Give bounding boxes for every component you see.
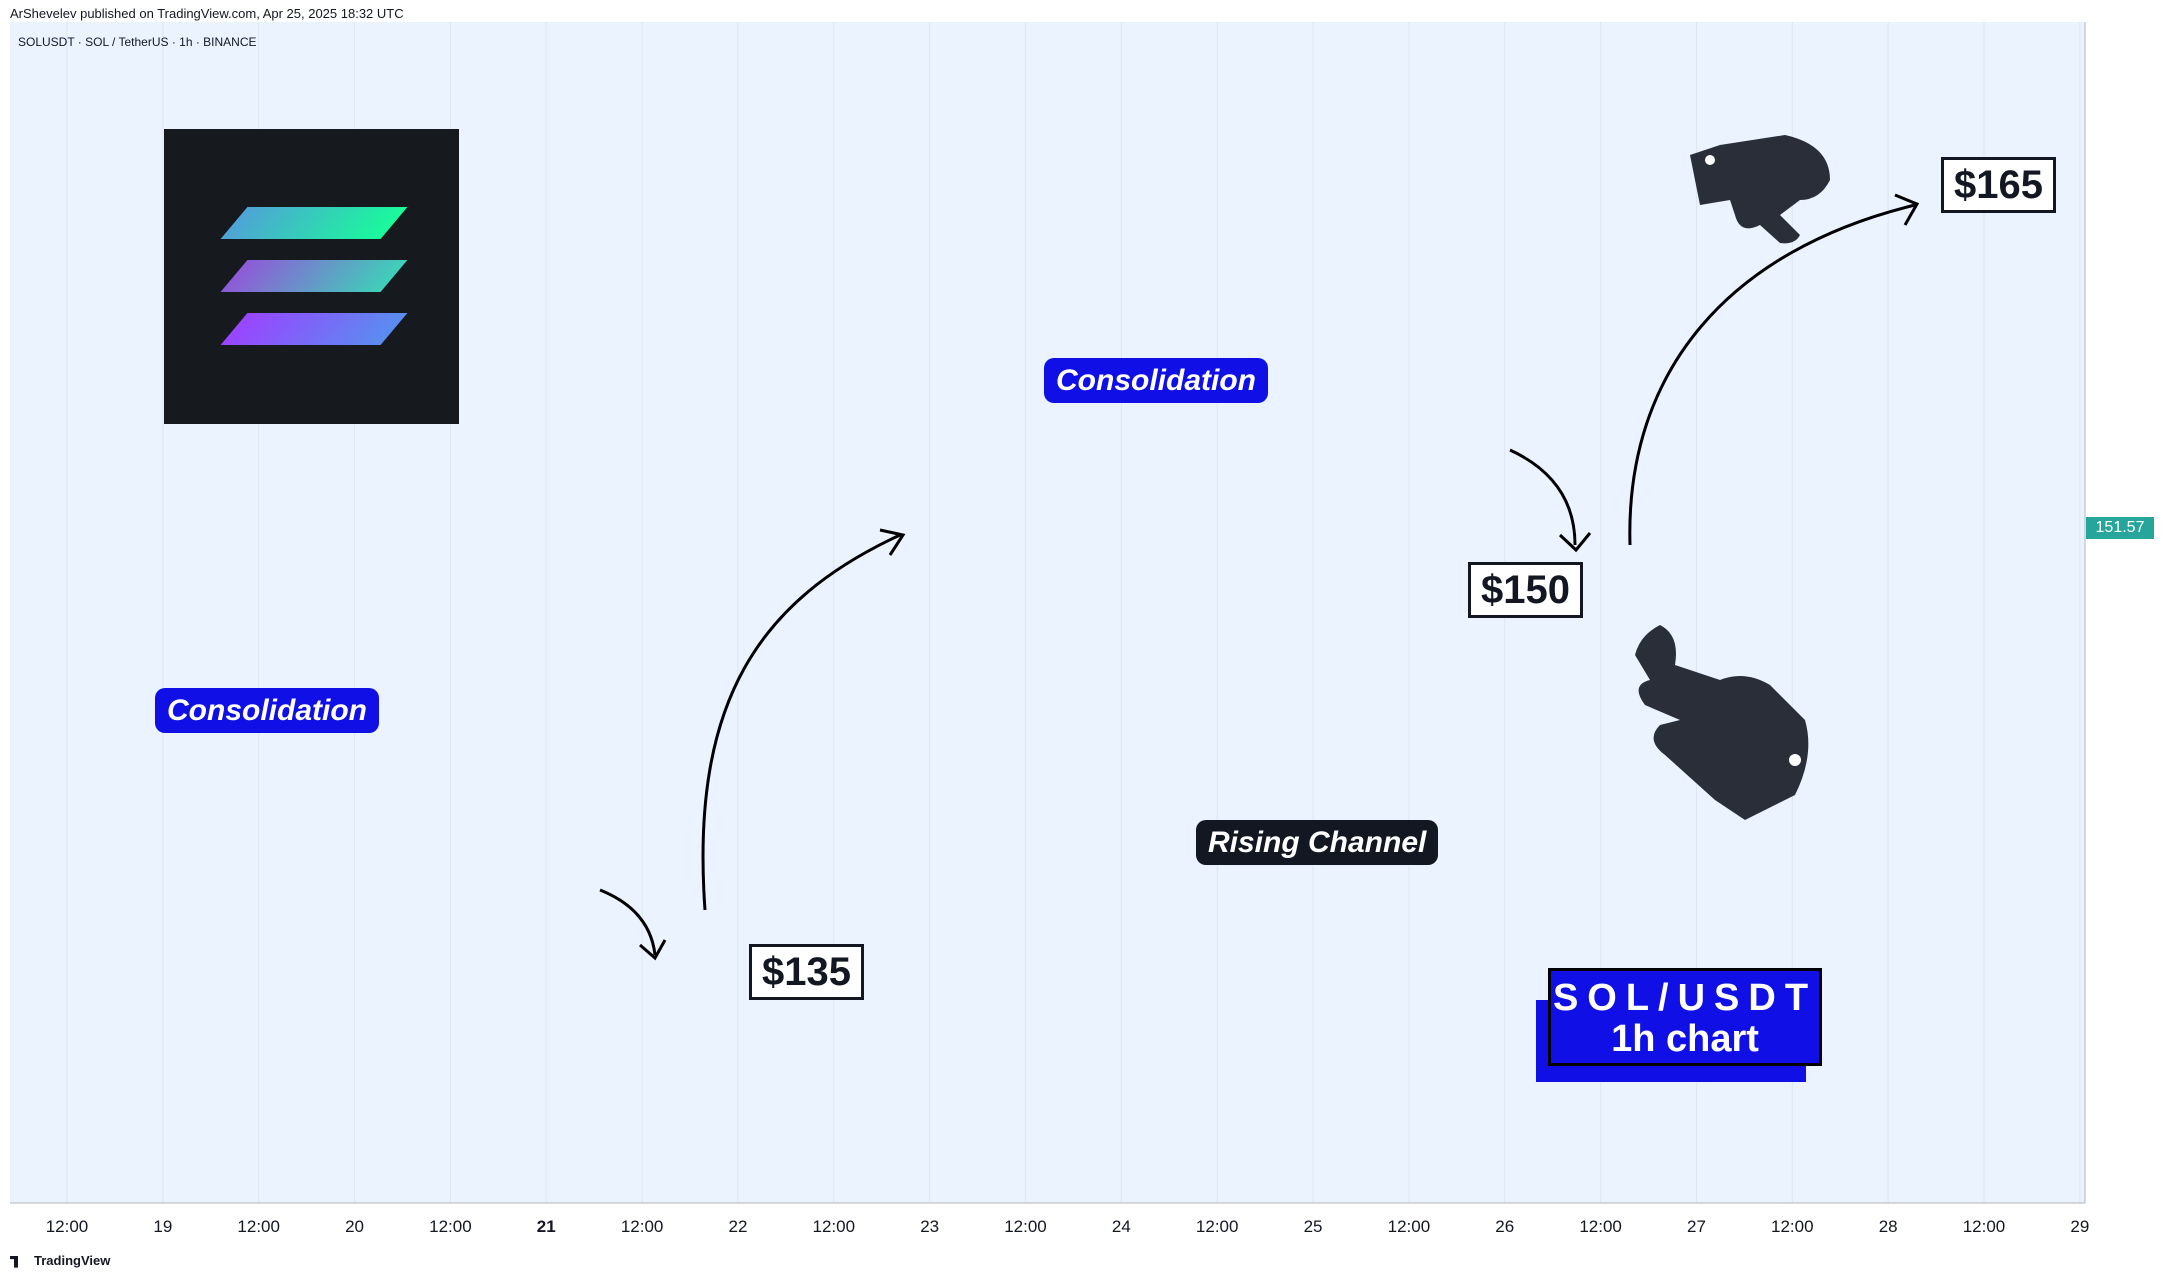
chart-title-box: SOL/USDT 1h chart xyxy=(1548,968,1822,1066)
arrow-up-165 xyxy=(1628,203,1916,546)
x-tick-label: 20 xyxy=(345,1217,364,1236)
target-150-box: $150 xyxy=(1468,562,1583,618)
logo-bar-top xyxy=(220,207,408,239)
title-line-2: 1h chart xyxy=(1611,1018,1759,1060)
x-tick-label: 25 xyxy=(1304,1217,1323,1236)
tradingview-logo-icon xyxy=(10,1255,18,1268)
arrow-down-150 xyxy=(1509,448,1577,546)
hand-icons xyxy=(1635,135,1830,820)
tradingview-footer-label: TradingView xyxy=(34,1253,111,1268)
x-tick-label: 12:00 xyxy=(1196,1217,1239,1236)
x-tick-label: 12:00 xyxy=(621,1217,664,1236)
title-line-1: SOL/USDT xyxy=(1552,977,1818,1019)
x-tick-label: 23 xyxy=(920,1217,939,1236)
x-tick-label: 12:00 xyxy=(1771,1217,1814,1236)
x-tick-label: 12:00 xyxy=(1004,1217,1047,1236)
x-tick-label: 12:00 xyxy=(1963,1217,2006,1236)
time-axis-bg xyxy=(0,1203,2172,1243)
pointing-hand-icon xyxy=(1635,625,1809,820)
publisher-header: ArShevelev published on TradingView.com,… xyxy=(10,6,404,21)
logo-bar-middle xyxy=(220,260,408,292)
x-tick-label: 19 xyxy=(153,1217,172,1236)
x-tick-label: 12:00 xyxy=(1388,1217,1431,1236)
x-tick-label: 22 xyxy=(728,1217,747,1236)
rising-channel-label: Rising Channel xyxy=(1196,820,1439,865)
tradingview-footer[interactable]: TradingView xyxy=(10,1253,110,1268)
hand-shape xyxy=(1635,625,1809,820)
x-tick-label: 26 xyxy=(1495,1217,1514,1236)
hand-shape xyxy=(1690,135,1830,244)
arrow-down-135-head xyxy=(639,939,667,961)
x-tick-label: 12:00 xyxy=(813,1217,856,1236)
thumbs-down-hand-icon xyxy=(1690,135,1830,244)
x-tick-label: 21 xyxy=(537,1217,556,1236)
x-tick-label: 28 xyxy=(1879,1217,1898,1236)
x-tick-label: 12:00 xyxy=(46,1217,89,1236)
x-tick-label: 12:00 xyxy=(237,1217,280,1236)
arrow-up-165-head xyxy=(1894,193,1920,226)
hand-cuff-dot xyxy=(1789,754,1801,766)
hand-cuff-dot xyxy=(1705,155,1715,165)
target-135-box: $135 xyxy=(749,944,864,1000)
logo-bar-bottom xyxy=(220,313,408,345)
time-axis: 12:00 19 12:00 20 12:00 21 12:00 22 12:00 23 12:00… xyxy=(0,1202,2172,1243)
price-axis-bg xyxy=(2085,0,2172,1279)
price-axis: 126.00128.00130.00132.00134.00136.00138.… xyxy=(2084,0,2172,1279)
x-tick-label: 24 xyxy=(1112,1217,1131,1236)
symbol-label[interactable]: SOLUSDT · SOL / TetherUS · 1h · BINANCE xyxy=(18,35,257,49)
arrow-down-135 xyxy=(599,888,657,956)
last-price-badge: 151.57 xyxy=(2086,517,2154,539)
target-165-box: $165 xyxy=(1941,157,2056,213)
arrow-down-150-head xyxy=(1558,532,1592,553)
x-tick-label: 27 xyxy=(1687,1217,1706,1236)
x-tick-label: 29 xyxy=(2070,1217,2089,1236)
solana-logo-icon xyxy=(164,129,459,424)
consolidation-label-1: Consolidation xyxy=(155,688,379,733)
x-tick-label: 12:00 xyxy=(429,1217,472,1236)
arrow-annotations xyxy=(599,193,1920,961)
consolidation-label-2: Consolidation xyxy=(1044,358,1268,403)
x-tick-label: 12:00 xyxy=(1579,1217,1622,1236)
arrow-up-150 xyxy=(701,533,901,911)
arrow-up-150-head xyxy=(879,528,906,556)
